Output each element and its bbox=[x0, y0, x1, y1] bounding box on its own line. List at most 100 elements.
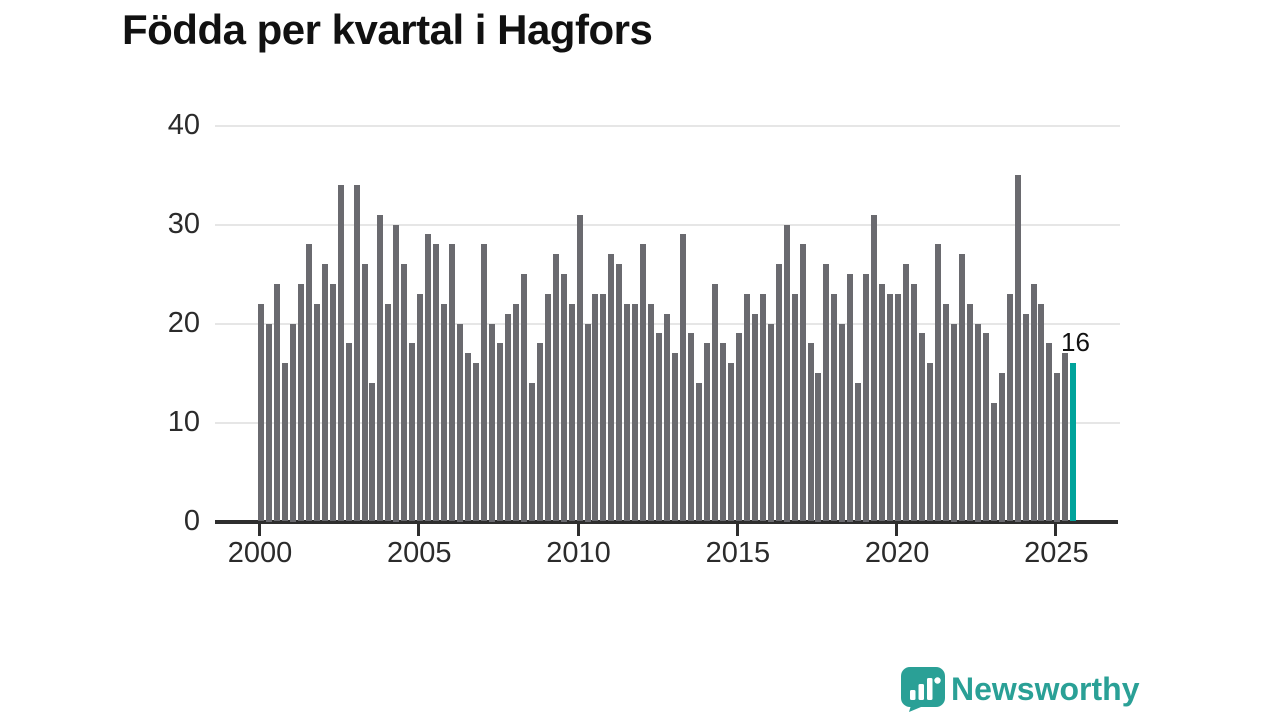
bar bbox=[776, 264, 782, 522]
bar bbox=[346, 343, 352, 522]
bar bbox=[624, 303, 630, 522]
bar bbox=[800, 244, 806, 522]
y-tick-label: 10 bbox=[167, 405, 200, 438]
highlight-value-label: 16 bbox=[1061, 327, 1090, 357]
bar bbox=[425, 234, 431, 522]
bar bbox=[457, 323, 463, 522]
bar bbox=[497, 343, 503, 522]
bar bbox=[768, 323, 774, 522]
bar bbox=[823, 264, 829, 522]
bar bbox=[338, 184, 344, 522]
bar bbox=[369, 382, 375, 522]
bar bbox=[728, 363, 734, 522]
bar bbox=[521, 274, 527, 522]
bar bbox=[290, 323, 296, 522]
bar bbox=[879, 283, 885, 522]
bar bbox=[449, 244, 455, 522]
bar bbox=[680, 234, 686, 522]
bar bbox=[592, 293, 598, 522]
bar bbox=[815, 373, 821, 522]
x-tick bbox=[1054, 523, 1058, 536]
bar bbox=[855, 382, 861, 522]
bar bbox=[489, 323, 495, 522]
x-tick bbox=[735, 523, 739, 536]
bar bbox=[792, 293, 798, 522]
bar bbox=[481, 244, 487, 522]
bar bbox=[553, 254, 559, 522]
y-tick-label: 40 bbox=[167, 108, 200, 141]
x-tick-label: 2005 bbox=[387, 537, 452, 569]
bar bbox=[672, 353, 678, 522]
bar bbox=[648, 303, 654, 522]
bar-highlight bbox=[1070, 363, 1076, 522]
bar bbox=[513, 303, 519, 522]
bar bbox=[1023, 313, 1029, 522]
bar bbox=[943, 303, 949, 522]
bar bbox=[712, 283, 718, 522]
bar bbox=[664, 313, 670, 522]
y-tick-label: 30 bbox=[167, 207, 200, 240]
bar bbox=[704, 343, 710, 522]
grid-line bbox=[215, 223, 1120, 226]
bar bbox=[935, 244, 941, 522]
bar bbox=[983, 333, 989, 522]
x-tick bbox=[417, 523, 421, 536]
bar bbox=[808, 343, 814, 522]
bar bbox=[784, 224, 790, 522]
bar bbox=[927, 363, 933, 522]
bar bbox=[393, 224, 399, 522]
bar bbox=[1062, 353, 1068, 522]
bar bbox=[433, 244, 439, 522]
bar bbox=[720, 343, 726, 522]
bar bbox=[258, 303, 264, 522]
x-tick-label: 2010 bbox=[546, 537, 611, 569]
bar bbox=[282, 363, 288, 522]
bar bbox=[322, 264, 328, 522]
bar bbox=[401, 264, 407, 522]
bar bbox=[760, 293, 766, 522]
bar bbox=[529, 382, 535, 522]
bar bbox=[608, 254, 614, 522]
bar bbox=[656, 333, 662, 522]
x-tick-label: 2015 bbox=[705, 537, 771, 569]
bar bbox=[362, 264, 368, 522]
bar bbox=[1015, 175, 1021, 522]
bar bbox=[1031, 283, 1037, 522]
bar bbox=[274, 283, 280, 522]
bar bbox=[871, 214, 877, 522]
bar bbox=[417, 293, 423, 522]
newsworthy-wordmark: Newsworthy bbox=[951, 671, 1140, 707]
bar bbox=[863, 274, 869, 522]
bar bbox=[688, 333, 694, 522]
bar bbox=[577, 214, 583, 522]
bar bbox=[298, 283, 304, 522]
bar bbox=[266, 323, 272, 522]
bar bbox=[959, 254, 965, 522]
bar bbox=[991, 402, 997, 522]
x-tick-label: 2025 bbox=[1024, 537, 1089, 569]
bar bbox=[951, 323, 957, 522]
bar bbox=[967, 303, 973, 522]
x-tick-label: 2000 bbox=[227, 537, 293, 569]
bar bbox=[847, 274, 853, 522]
bar bbox=[919, 333, 925, 522]
bar bbox=[385, 303, 391, 522]
bar bbox=[1054, 373, 1060, 522]
bar bbox=[465, 353, 471, 522]
bar bbox=[1046, 343, 1052, 522]
bar bbox=[839, 323, 845, 522]
bar bbox=[569, 303, 575, 522]
bar bbox=[887, 293, 893, 522]
x-axis-line bbox=[215, 519, 1118, 524]
bar bbox=[903, 264, 909, 522]
bar bbox=[744, 293, 750, 522]
bar bbox=[975, 323, 981, 522]
bar bbox=[632, 303, 638, 522]
bar bbox=[585, 323, 591, 522]
bar bbox=[409, 343, 415, 522]
bar bbox=[473, 363, 479, 522]
bar bbox=[999, 373, 1005, 522]
bar bbox=[1038, 303, 1044, 522]
bar bbox=[600, 293, 606, 522]
bar bbox=[545, 293, 551, 522]
